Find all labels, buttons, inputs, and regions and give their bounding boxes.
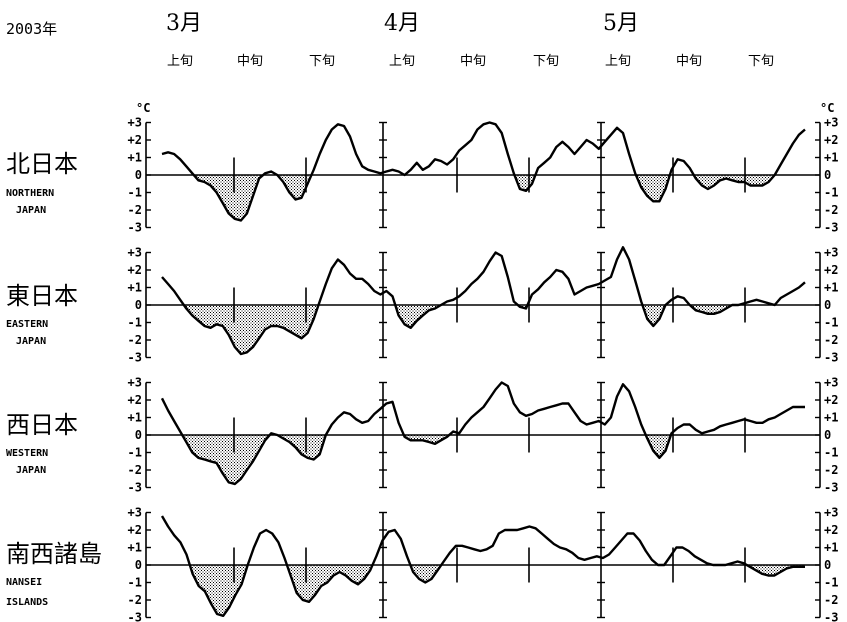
- y-tick-label: -2: [824, 333, 838, 347]
- year-label: 2003年: [6, 20, 57, 38]
- region-label-western-en: WESTERN: [6, 448, 48, 459]
- y-tick-label: +3: [824, 376, 838, 390]
- y-tick-label: +3: [128, 506, 142, 520]
- unit-label-left: °C: [136, 101, 150, 115]
- negative-anomaly-fill: [182, 435, 671, 484]
- y-tick-label: +2: [128, 393, 142, 407]
- region-label-eastern-en: EASTERN: [6, 319, 48, 330]
- region-label-northern-en: JAPAN: [16, 205, 46, 216]
- y-tick-label: 0: [824, 168, 831, 182]
- negative-anomaly-fill: [189, 565, 806, 616]
- y-tick-label: -3: [128, 221, 142, 235]
- y-tick-label: +2: [128, 263, 142, 277]
- y-tick-label: -1: [128, 576, 142, 590]
- y-tick-label: +2: [128, 133, 142, 147]
- dekad-label: 中旬: [460, 54, 486, 69]
- dekad-label: 中旬: [676, 54, 702, 69]
- series-line: [161, 246, 806, 356]
- y-tick-label: +3: [824, 506, 838, 520]
- y-tick-label: 0: [824, 428, 831, 442]
- dekad-label: 中旬: [237, 54, 263, 69]
- y-tick-label: +2: [128, 523, 142, 537]
- dekad-label: 上旬: [605, 54, 631, 69]
- y-tick-label: -1: [824, 316, 838, 330]
- y-tick-label: 0: [824, 298, 831, 312]
- y-tick-label: -2: [128, 333, 142, 347]
- region-label-western-jp: 西日本: [6, 411, 78, 439]
- y-tick-label: -1: [128, 316, 142, 330]
- y-tick-label: -2: [128, 593, 142, 607]
- y-tick-label: +2: [824, 263, 838, 277]
- y-tick-label: +2: [824, 523, 838, 537]
- region-label-northern-jp: 北日本: [6, 150, 78, 178]
- y-tick-label: +3: [128, 246, 142, 260]
- month-label-april: 4月: [384, 11, 420, 36]
- y-tick-label: -1: [128, 186, 142, 200]
- region-label-nansei-jp: 南西諸島: [6, 540, 102, 568]
- unit-label-right: °C: [820, 101, 834, 115]
- y-tick-label: -2: [824, 203, 838, 217]
- dekad-label: 下旬: [309, 54, 335, 69]
- month-label-may: 5月: [603, 11, 639, 36]
- region-label-eastern-en: JAPAN: [16, 336, 46, 347]
- region-label-nansei-en: NANSEI: [6, 577, 42, 588]
- dekad-label: 上旬: [389, 54, 415, 69]
- y-tick-label: 0: [824, 558, 831, 572]
- y-tick-label: +1: [128, 151, 142, 165]
- region-label-western-en: JAPAN: [16, 465, 46, 476]
- y-tick-label: -3: [824, 351, 838, 365]
- y-tick-label: -2: [128, 463, 142, 477]
- y-tick-label: +1: [824, 151, 838, 165]
- y-tick-label: +3: [824, 246, 838, 260]
- y-tick-label: -1: [824, 576, 838, 590]
- y-tick-label: +1: [128, 281, 142, 295]
- y-tick-label: -2: [824, 593, 838, 607]
- y-tick-label: -3: [128, 481, 142, 495]
- y-tick-label: -3: [128, 351, 142, 365]
- y-tick-label: 0: [135, 298, 142, 312]
- series-line: [160, 515, 805, 617]
- y-tick-label: -3: [824, 481, 838, 495]
- region-label-northern-en: NORTHERN: [6, 188, 54, 199]
- y-tick-label: -3: [824, 611, 838, 622]
- negative-anomaly-fill: [193, 175, 775, 221]
- y-tick-label: +3: [128, 376, 142, 390]
- y-tick-label: 0: [135, 558, 142, 572]
- y-tick-label: -1: [824, 186, 838, 200]
- y-tick-label: +1: [128, 411, 142, 425]
- y-tick-label: +1: [128, 541, 142, 555]
- series-line: [160, 381, 805, 486]
- series-line: [161, 121, 806, 222]
- y-tick-label: -2: [128, 203, 142, 217]
- y-tick-label: +2: [824, 133, 838, 147]
- dekad-label: 上旬: [167, 54, 193, 69]
- y-tick-label: +1: [824, 411, 838, 425]
- dekad-label: 下旬: [748, 54, 774, 69]
- y-tick-label: 0: [135, 428, 142, 442]
- region-label-nansei-en: ISLANDS: [6, 597, 48, 608]
- y-tick-label: +3: [128, 116, 142, 130]
- chart-panels: +3 +2 +1 0 -1 -2 -3 +3 +2 +1 0 -1 -2 -3 +3 +2 +1 0 -1 -2 -3 +…: [128, 116, 839, 622]
- month-label-march: 3月: [166, 11, 202, 36]
- y-tick-label: -1: [128, 446, 142, 460]
- y-tick-label: -1: [824, 446, 838, 460]
- negative-anomaly-fill: [183, 305, 733, 354]
- region-label-eastern-jp: 東日本: [6, 282, 78, 310]
- y-tick-label: +3: [824, 116, 838, 130]
- y-tick-label: +2: [824, 393, 838, 407]
- y-tick-label: +1: [824, 541, 838, 555]
- y-tick-label: +1: [824, 281, 838, 295]
- y-tick-label: -3: [128, 611, 142, 622]
- y-tick-label: -3: [824, 221, 838, 235]
- dekad-label: 下旬: [533, 54, 559, 69]
- y-tick-label: 0: [135, 168, 142, 182]
- y-tick-label: -2: [824, 463, 838, 477]
